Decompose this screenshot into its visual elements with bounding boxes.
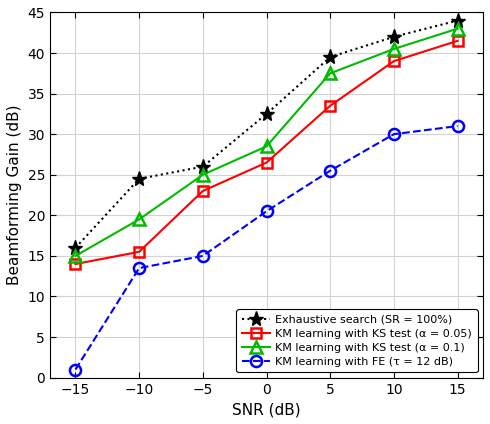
KM learning with KS test (α = 0.05) xyxy=(455,38,461,43)
Line: KM learning with KS test (α = 0.05): KM learning with KS test (α = 0.05) xyxy=(71,36,463,269)
Y-axis label: Beamforming Gain (dB): Beamforming Gain (dB) xyxy=(7,105,22,285)
KM learning with KS test (α = 0.05) xyxy=(391,59,397,64)
Exhaustive search (SR = 100%) xyxy=(73,245,78,250)
KM learning with KS test (α = 0.05) xyxy=(264,160,270,165)
KM learning with KS test (α = 0.1) xyxy=(327,71,333,76)
X-axis label: SNR (dB): SNR (dB) xyxy=(232,402,301,417)
Line: Exhaustive search (SR = 100%): Exhaustive search (SR = 100%) xyxy=(68,13,465,255)
KM learning with KS test (α = 0.1) xyxy=(455,26,461,31)
KM learning with KS test (α = 0.05) xyxy=(327,103,333,108)
KM learning with KS test (α = 0.1) xyxy=(264,144,270,149)
Exhaustive search (SR = 100%) xyxy=(327,55,333,60)
KM learning with FE (τ = 12 dB) xyxy=(391,131,397,137)
KM learning with FE (τ = 12 dB) xyxy=(455,123,461,128)
Exhaustive search (SR = 100%) xyxy=(200,164,206,169)
Legend: Exhaustive search (SR = 100%), KM learning with KS test (α = 0.05), KM learning : Exhaustive search (SR = 100%), KM learni… xyxy=(236,309,477,372)
KM learning with KS test (α = 0.1) xyxy=(391,46,397,51)
KM learning with KS test (α = 0.1) xyxy=(136,217,142,222)
Line: KM learning with FE (τ = 12 dB): KM learning with FE (τ = 12 dB) xyxy=(70,120,463,375)
KM learning with FE (τ = 12 dB) xyxy=(327,168,333,173)
KM learning with KS test (α = 0.1) xyxy=(200,172,206,177)
Line: KM learning with KS test (α = 0.1): KM learning with KS test (α = 0.1) xyxy=(70,23,463,262)
KM learning with FE (τ = 12 dB) xyxy=(264,209,270,214)
KM learning with KS test (α = 0.05) xyxy=(200,188,206,193)
Exhaustive search (SR = 100%) xyxy=(391,34,397,39)
KM learning with FE (τ = 12 dB) xyxy=(200,254,206,259)
Exhaustive search (SR = 100%) xyxy=(136,176,142,181)
KM learning with FE (τ = 12 dB) xyxy=(136,265,142,271)
KM learning with KS test (α = 0.05) xyxy=(136,249,142,254)
Exhaustive search (SR = 100%) xyxy=(264,112,270,117)
KM learning with FE (τ = 12 dB) xyxy=(73,367,78,372)
KM learning with KS test (α = 0.05) xyxy=(73,262,78,267)
Exhaustive search (SR = 100%) xyxy=(455,18,461,23)
KM learning with KS test (α = 0.1) xyxy=(73,254,78,259)
